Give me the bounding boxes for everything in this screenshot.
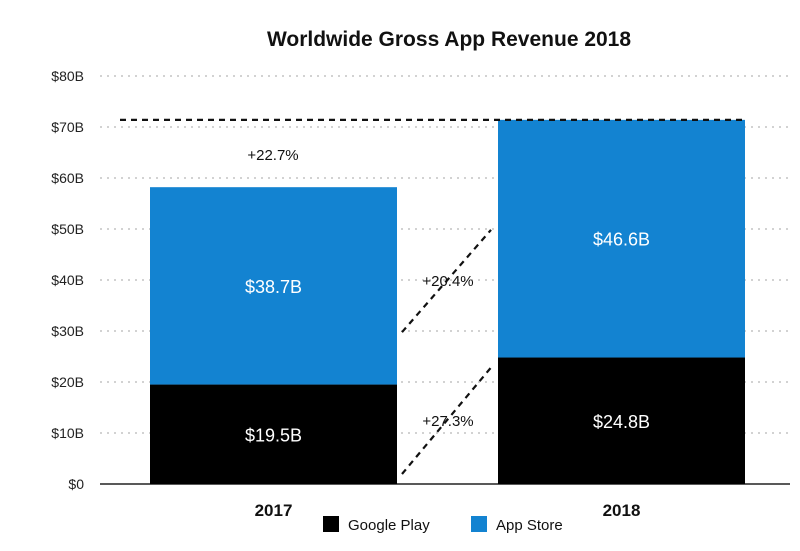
app-store-growth-label: +20.4% bbox=[422, 273, 473, 290]
app-store-growth-line bbox=[401, 229, 492, 333]
bar-segment bbox=[498, 119, 745, 358]
bar-segment bbox=[150, 384, 397, 484]
y-tick-label: $0 bbox=[68, 476, 84, 492]
y-tick-label: $10B bbox=[51, 425, 84, 441]
bar-value-label: $46.6B bbox=[593, 230, 650, 250]
legend-label: Google Play bbox=[348, 517, 430, 534]
bar-segment bbox=[150, 187, 397, 385]
y-tick-label: $70B bbox=[51, 119, 84, 135]
y-tick-label: $20B bbox=[51, 374, 84, 390]
y-tick-label: $40B bbox=[51, 272, 84, 288]
google-play-growth-label: +27.3% bbox=[422, 413, 473, 430]
legend-swatch bbox=[323, 516, 339, 532]
legend: Google Play App Store bbox=[323, 516, 563, 534]
bars: $19.5B $38.7B $24.8B $46.6B bbox=[150, 119, 745, 484]
bar-value-label: $19.5B bbox=[245, 425, 302, 445]
x-tick-label: 2018 bbox=[603, 501, 641, 520]
chart-title: Worldwide Gross App Revenue 2018 bbox=[267, 28, 631, 51]
y-tick-label: $30B bbox=[51, 323, 84, 339]
google-play-growth-line bbox=[401, 366, 492, 475]
annotations: +22.7% +20.4% +27.3% bbox=[247, 147, 473, 430]
y-tick-label: $60B bbox=[51, 170, 84, 186]
y-tick-label: $80B bbox=[51, 68, 84, 84]
bar-value-label: $38.7B bbox=[245, 277, 302, 297]
legend-swatch bbox=[471, 516, 487, 532]
x-tick-label: 2017 bbox=[255, 501, 293, 520]
y-tick-label: $50B bbox=[51, 221, 84, 237]
growth-connectors bbox=[120, 118, 745, 475]
bar-value-label: $24.8B bbox=[593, 412, 650, 432]
x-axis: 2017 2018 bbox=[255, 501, 641, 520]
legend-label: App Store bbox=[496, 517, 563, 534]
bar-segment bbox=[498, 357, 745, 484]
total-growth-label: +22.7% bbox=[247, 147, 298, 164]
